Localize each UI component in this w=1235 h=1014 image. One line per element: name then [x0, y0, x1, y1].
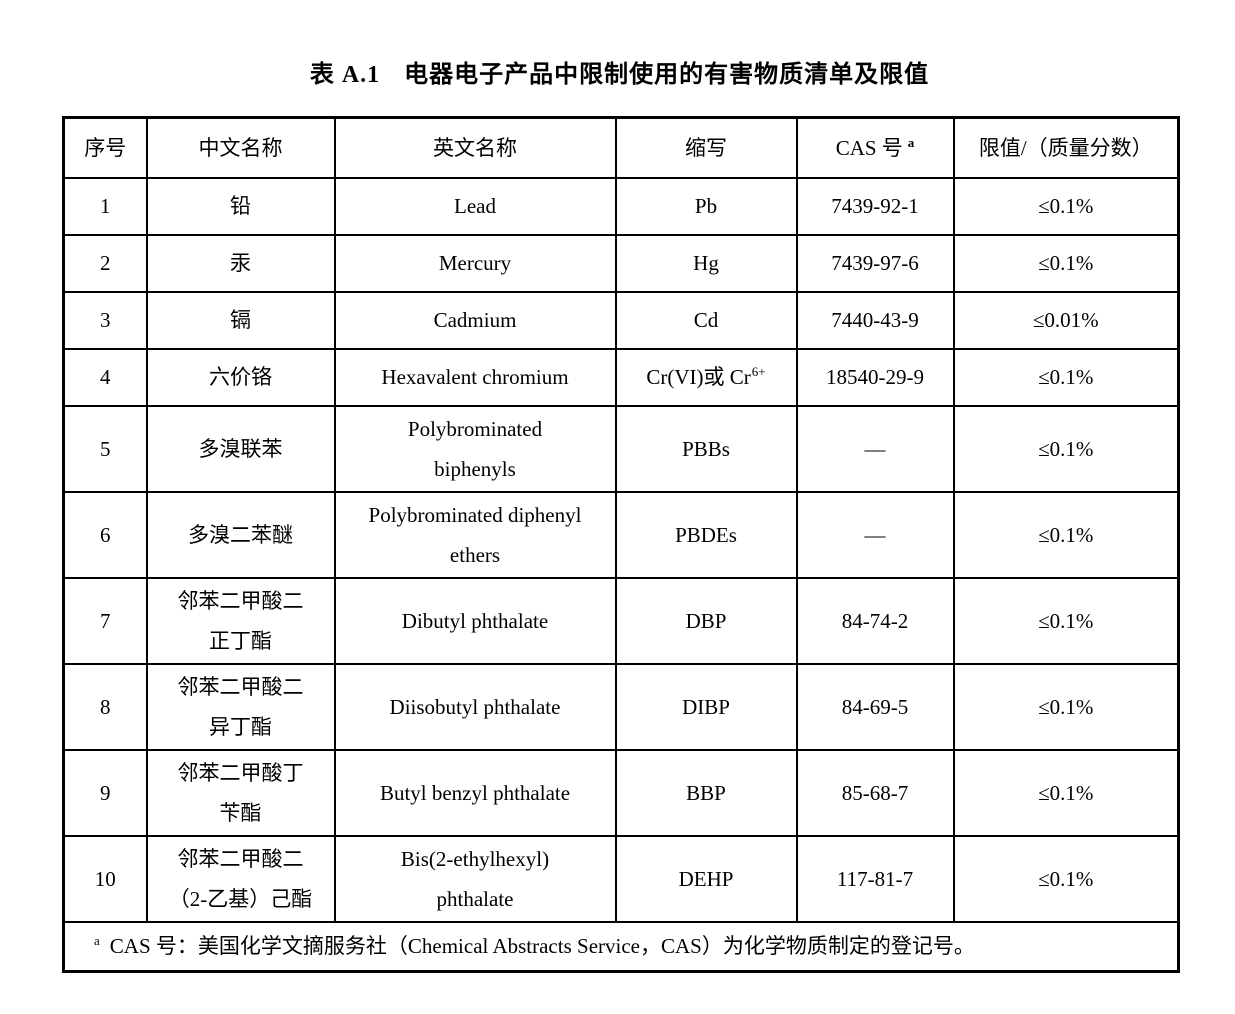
- cell-limit: ≤0.1%: [952, 233, 1180, 293]
- table-row: 2 汞 Mercury Hg 7439-97-6 ≤0.1%: [62, 233, 1180, 293]
- table-row: 10 邻苯二甲酸二 （2-乙基）己酯 Bis(2-ethylhexyl) phtha…: [62, 834, 1180, 923]
- cell-no: 8: [62, 662, 148, 751]
- cell-chinese-name: 多溴联苯: [145, 404, 336, 493]
- cell-cas: —: [795, 404, 955, 493]
- cell-abbreviation: PBDEs: [614, 490, 798, 579]
- cell-chinese-name: 邻苯二甲酸丁 苄酯: [145, 748, 336, 837]
- cell-abbreviation: DIBP: [614, 662, 798, 751]
- table-row: 5 多溴联苯 Polybrominated biphenyls PBBs — ≤0.1%: [62, 404, 1180, 493]
- table-row: 3 镉 Cadmium Cd 7440-43-9 ≤0.01%: [62, 290, 1180, 350]
- table-label: 表 A.1: [309, 62, 381, 88]
- cell-cas: —: [795, 490, 955, 579]
- footnote-marker: a: [94, 932, 100, 948]
- cell-english-name: Lead: [333, 176, 617, 236]
- cas-header-text: CAS 号: [835, 135, 903, 160]
- cell-no: 3: [62, 290, 148, 350]
- cell-limit: ≤0.1%: [952, 834, 1180, 923]
- cell-abbreviation: BBP: [614, 748, 798, 837]
- table-footer: a CAS 号：美国化学文摘服务社（Chemical Abstracts Serv…: [62, 920, 1180, 973]
- cas-header-superscript: a: [907, 134, 915, 150]
- cell-english-name: Butyl benzyl phthalate: [333, 748, 617, 837]
- table-row: 1 铅 Lead Pb 7439-92-1 ≤0.1%: [62, 176, 1180, 236]
- col-header-chinese-name: 中文名称: [145, 116, 336, 179]
- cell-english-name: Cadmium: [333, 290, 617, 350]
- cell-chinese-name: 镉: [145, 290, 336, 350]
- cell-cas: 7439-92-1: [795, 176, 955, 236]
- cell-limit: ≤0.1%: [952, 662, 1180, 751]
- cell-limit: ≤0.1%: [952, 490, 1180, 579]
- col-header-english-name: 英文名称: [333, 116, 617, 179]
- col-header-no: 序号: [62, 116, 148, 179]
- cell-no: 7: [62, 576, 148, 665]
- cell-limit: ≤0.1%: [952, 404, 1180, 493]
- cell-abbreviation: Cr(VI)或 Cr6+: [614, 347, 798, 407]
- table-row: 9 邻苯二甲酸丁 苄酯 Butyl benzyl phthalate BBP 85-68…: [62, 748, 1180, 837]
- cell-no: 9: [62, 748, 148, 837]
- cell-chinese-name: 六价铬: [145, 347, 336, 407]
- cell-english-name: Polybrominated biphenyls: [333, 404, 617, 493]
- cell-abbreviation: Pb: [614, 176, 798, 236]
- table-title-text: 电器电子产品中限制使用的有害物质清单及限值: [404, 62, 930, 88]
- cell-limit: ≤0.1%: [952, 576, 1180, 665]
- cell-english-name: Bis(2-ethylhexyl) phthalate: [333, 834, 617, 923]
- cell-cas: 84-69-5: [795, 662, 955, 751]
- cell-chinese-name: 铅: [145, 176, 336, 236]
- abbreviation-superscript: 6+: [751, 364, 766, 379]
- cell-abbreviation: DEHP: [614, 834, 798, 923]
- col-header-abbreviation: 缩写: [614, 116, 798, 179]
- table-row: 6 多溴二苯醚 Polybrominated diphenyl ethers PBDE…: [62, 490, 1180, 579]
- cell-no: 1: [62, 176, 148, 236]
- cell-english-name: Mercury: [333, 233, 617, 293]
- cell-no: 5: [62, 404, 148, 493]
- cell-chinese-name: 邻苯二甲酸二 正丁酯: [145, 576, 336, 665]
- table-title: 表 A.1 电器电子产品中限制使用的有害物质清单及限值: [62, 54, 1177, 89]
- cell-abbreviation: Cd: [614, 290, 798, 350]
- cell-limit: ≤0.1%: [952, 176, 1180, 236]
- cell-limit: ≤0.1%: [952, 347, 1180, 407]
- cell-limit: ≤0.01%: [952, 290, 1180, 350]
- cell-no: 2: [62, 233, 148, 293]
- cell-cas: 117-81-7: [795, 834, 955, 923]
- cell-english-name: Hexavalent chromium: [333, 347, 617, 407]
- cell-abbreviation: DBP: [614, 576, 798, 665]
- cell-english-name: Polybrominated diphenyl ethers: [333, 490, 617, 579]
- abbreviation-text: Cr(VI)或 Cr: [646, 365, 751, 389]
- cell-abbreviation: Hg: [614, 233, 798, 293]
- cell-chinese-name: 邻苯二甲酸二 （2-乙基）己酯: [145, 834, 336, 923]
- cell-english-name: Dibutyl phthalate: [333, 576, 617, 665]
- cell-limit: ≤0.1%: [952, 748, 1180, 837]
- table-row: 7 邻苯二甲酸二 正丁酯 Dibutyl phthalate DBP 84-74-2 ≤0…: [62, 576, 1180, 665]
- cell-cas: 7439-97-6: [795, 233, 955, 293]
- cell-no: 10: [62, 834, 148, 923]
- cell-chinese-name: 多溴二苯醚: [145, 490, 336, 579]
- table-row: 8 邻苯二甲酸二 异丁酯 Diisobutyl phthalate DIBP 84-69…: [62, 662, 1180, 751]
- cell-chinese-name: 汞: [145, 233, 336, 293]
- cell-no: 4: [62, 347, 148, 407]
- cell-cas: 7440-43-9: [795, 290, 955, 350]
- cell-cas: 18540-29-9: [795, 347, 955, 407]
- table-body: 1 铅 Lead Pb 7439-92-1 ≤0.1% 2 汞 Mercury Hg 7439-97…: [62, 176, 1180, 923]
- cell-cas: 85-68-7: [795, 748, 955, 837]
- cell-cas: 84-74-2: [795, 576, 955, 665]
- document-page: 表 A.1 电器电子产品中限制使用的有害物质清单及限值 序号 中文名称 英文名称 …: [62, 54, 1180, 973]
- cell-chinese-name: 邻苯二甲酸二 异丁酯: [145, 662, 336, 751]
- cell-no: 6: [62, 490, 148, 579]
- col-header-limit: 限值/（质量分数）: [952, 116, 1180, 179]
- cell-abbreviation: PBBs: [614, 404, 798, 493]
- table-row: 4 六价铬 Hexavalent chromium Cr(VI)或 Cr6+ 18540…: [62, 347, 1180, 407]
- cell-english-name: Diisobutyl phthalate: [333, 662, 617, 751]
- footnote-cell: a CAS 号：美国化学文摘服务社（Chemical Abstracts Serv…: [62, 920, 1180, 973]
- footnote-text: CAS 号：美国化学文摘服务社（Chemical Abstracts Servi…: [109, 933, 975, 958]
- footnote-row: a CAS 号：美国化学文摘服务社（Chemical Abstracts Serv…: [62, 920, 1180, 973]
